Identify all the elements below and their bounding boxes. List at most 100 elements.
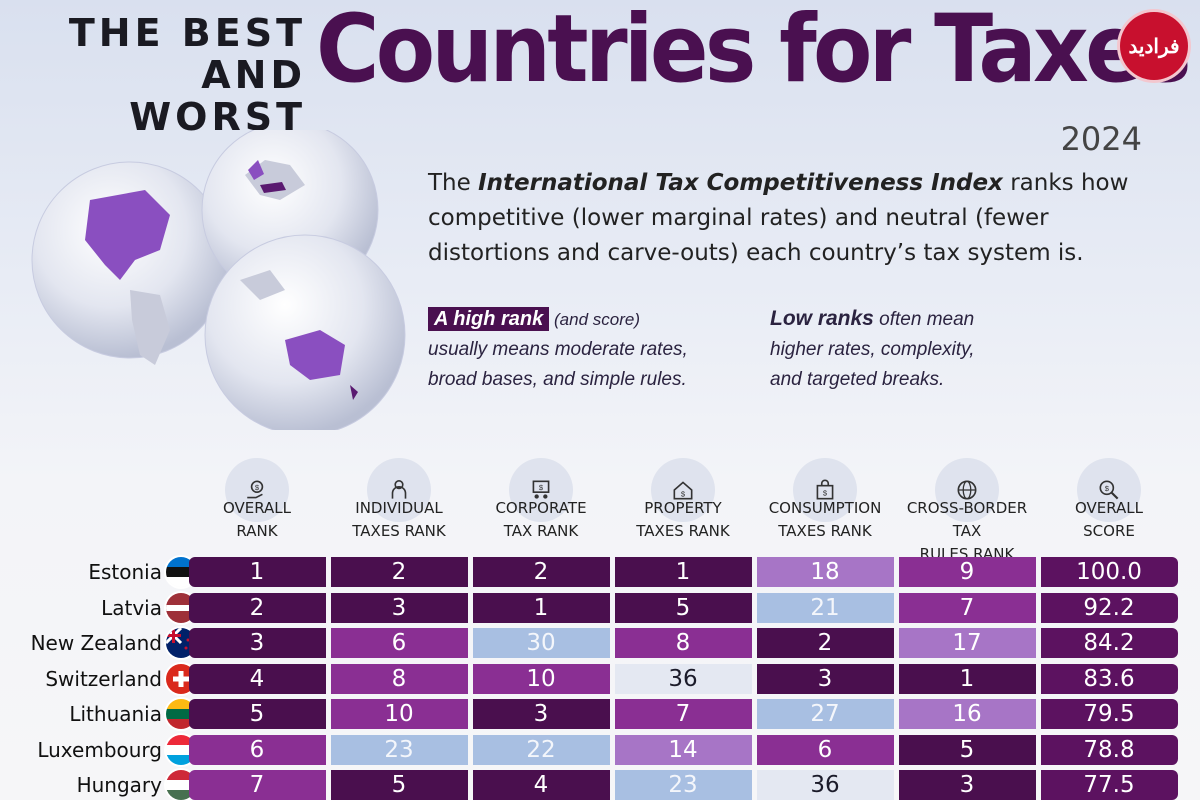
table-cell: 10 [472,663,610,694]
globe-icon [935,458,999,522]
table-cell: 79.5 [1040,699,1178,729]
table-cell: 22 [472,734,610,765]
country-label: Switzerland [45,666,162,691]
column-header: INDIVIDUAL TAXES RANK [329,497,469,543]
flag-icon [166,734,196,765]
table-cell: 1 [614,557,752,587]
table-cell: 3 [472,699,610,729]
table-cell: 6 [330,628,468,658]
column-header-line-1: CORPORATE [495,499,587,517]
column-header: CONSUMPTION TAXES RANK [755,497,895,543]
flag-icon [166,770,196,800]
globe-americas [31,161,229,365]
column-header: CORPORATE TAX RANK [471,497,611,543]
table-cell: 5 [330,770,468,800]
brand-logo: فرادید [1120,12,1188,80]
money-hand-icon: $ [225,458,289,522]
intro-part-2: ranks how competitive (lower marginal ra… [428,170,1129,266]
column-header-line-1: INDIVIDUAL [355,499,443,517]
table-cell: 1 [898,663,1036,694]
table-cell: 14 [614,734,752,765]
table-cell: 2 [188,592,326,623]
flag-icon [166,699,196,729]
low-rank-line-3: and targeted breaks. [770,369,945,390]
table-cell: 30 [472,628,610,658]
low-rank-small: often mean [873,309,975,330]
table-cell: 78.8 [1040,734,1178,765]
table-cell: 100.0 [1040,557,1178,587]
country-label: New Zealand [30,631,162,655]
column-header-line-2: RANK [236,522,278,540]
table-cell: 4 [472,770,610,800]
table-cell: 2 [756,628,894,658]
table-cell: 21 [756,592,894,623]
table-cell: 84.2 [1040,628,1178,658]
table-cell: 23 [614,770,752,800]
column-header-line-1: PROPERTY [644,499,722,517]
country-label: Hungary [76,773,162,797]
table-cell: 2 [330,557,468,587]
intro-part-1: The [428,170,479,196]
globe-oceania [204,234,406,430]
column-header-line-2: TAXES RANK [636,522,730,540]
low-rank-line-2: higher rates, complexity, [770,339,975,360]
column-header: OVERALL RANK [187,497,327,543]
table-cell: 1 [472,592,610,623]
table-cell: 5 [614,592,752,623]
column-header-line-1: CONSUMPTION [768,499,882,517]
table-cell: 5 [188,699,326,729]
table-cell: 23 [330,734,468,765]
table-cell: 16 [898,699,1036,729]
flag-icon [166,557,196,587]
table-cell: 8 [614,628,752,658]
table-cell: 7 [614,699,752,729]
table-cell: 6 [188,734,326,765]
column-header-line-1: OVERALL [1074,499,1144,517]
table-cell: 4 [188,663,326,694]
table-cell: 2 [472,557,610,587]
table-cell: 7 [188,770,326,800]
table-cell: 6 [756,734,894,765]
title-line-1: THE BEST [68,11,306,55]
intro-paragraph: The International Tax Competitiveness In… [428,166,1168,271]
table-cell: 9 [898,557,1036,587]
table-cell: 3 [898,770,1036,800]
high-rank-note: A high rank (and score) usually means mo… [428,304,688,395]
year-label: 2024 [1060,120,1142,158]
table-cell: 5 [898,734,1036,765]
svg-text:$: $ [539,483,544,492]
house-icon: $ [651,458,715,522]
table-cell: 77.5 [1040,770,1178,800]
high-rank-line-3: broad bases, and simple rules. [428,369,687,390]
column-header-line-1: OVERALL [222,499,292,517]
magnifier-icon: $ [1077,458,1141,522]
table-cell: 92.2 [1040,592,1178,623]
table-cell: 10 [330,699,468,729]
high-rank-line-2: usually means moderate rates, [428,339,688,360]
high-rank-tag: A high rank [428,307,550,331]
table-cell: 3 [330,592,468,623]
table-cell: 7 [898,592,1036,623]
logo-text: فرادید [1128,35,1180,58]
table-cell: 1 [188,557,326,587]
svg-text:$: $ [681,490,686,499]
country-label: Latvia [101,595,162,620]
table-cell: 36 [614,663,752,694]
column-header-line-1: CROSS-BORDER TAX [906,499,1028,540]
table-cell: 8 [330,663,468,694]
table-cell: 36 [756,770,894,800]
table-cell: 83.6 [1040,663,1178,694]
column-header: CROSS-BORDER TAX RULES RANK [897,497,1037,566]
column-header-line-2: TAXES RANK [778,522,872,540]
low-rank-bold: Low ranks [770,307,874,330]
country-label: Estonia [88,560,162,584]
table-cell: 27 [756,699,894,729]
high-rank-small: (and score) [549,310,640,329]
country-label: Luxembourg [37,737,162,762]
table-cell: 17 [898,628,1036,658]
low-rank-note: Low ranks often mean higher rates, compl… [770,304,975,395]
table-cell: 3 [756,663,894,694]
index-name: International Tax Competitiveness Index [478,170,1003,196]
table-cell: 3 [188,628,326,658]
column-header-line-2: TAXES RANK [352,522,446,540]
